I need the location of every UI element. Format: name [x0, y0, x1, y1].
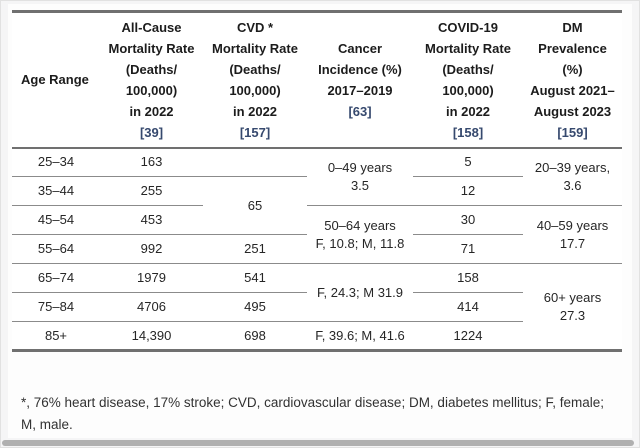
covid-cell: 12: [413, 176, 523, 206]
dm-cell-40-59: 40–59 years 17.7: [523, 205, 622, 264]
covid-cell: 30: [413, 205, 523, 235]
dm-cell-60-plus: 60+ years 27.3: [523, 263, 622, 351]
cvd-cell: 541: [203, 263, 307, 293]
age-range-cell: 35–44: [12, 176, 100, 206]
table-footnote: *, 76% heart disease, 17% stroke; CVD, c…: [21, 395, 605, 432]
mortality-prevalence-table: Age Range All-Cause Mortality Rate (Deat…: [12, 10, 622, 352]
header-row: Age Range All-Cause Mortality Rate (Deat…: [12, 11, 622, 149]
header-all-cause-label: All-Cause Mortality Rate (Deaths/ 100,00…: [108, 19, 195, 119]
all-cause-cell: 992: [100, 234, 203, 264]
cancer-cell-65-84: F, 24.3; M 31.9: [307, 263, 413, 322]
table-row-85-plus: 85+ 14,390 698 F, 39.6; M, 41.6 1224: [12, 321, 622, 351]
age-range-cell: 65–74: [12, 263, 100, 293]
cvd-cell: 698: [203, 321, 307, 351]
covid-cell: 71: [413, 234, 523, 264]
header-dm-prevalence: DM Prevalence (%) August 2021– August 20…: [523, 11, 622, 149]
covid-cell: 5: [413, 147, 523, 177]
all-cause-cell: 14,390: [100, 321, 203, 351]
cvd-cell-35-54: 65: [203, 176, 307, 235]
header-covid-label: COVID-19 Mortality Rate (Deaths/ 100,000…: [425, 19, 511, 119]
header-cvd-mortality: CVD * Mortality Rate (Deaths/ 100,000) i…: [203, 11, 307, 149]
citation-link-63[interactable]: [63]: [348, 103, 372, 119]
table-row-35-44: 35–44 255 65 12: [12, 176, 622, 235]
cancer-cell-50-64: 50–64 years F, 10.8; M, 11.8: [307, 205, 413, 264]
table-row-45-54: 45–54 453 50–64 years F, 10.8; M, 11.8 3…: [12, 205, 622, 264]
cvd-cell: 251: [203, 234, 307, 264]
citation-link-158[interactable]: [158]: [452, 124, 484, 140]
age-range-cell: 75–84: [12, 292, 100, 322]
header-age-range: Age Range: [12, 11, 100, 149]
age-range-cell: 25–34: [12, 147, 100, 177]
age-range-cell: 55–64: [12, 234, 100, 264]
citation-link-159[interactable]: [159]: [557, 124, 588, 140]
cancer-cell: F, 39.6; M, 41.6: [307, 321, 413, 351]
article-table-card: Age Range All-Cause Mortality Rate (Deat…: [8, 4, 632, 438]
citation-link-157[interactable]: [157]: [239, 124, 271, 140]
covid-cell: 158: [413, 263, 523, 293]
header-covid-mortality: COVID-19 Mortality Rate (Deaths/ 100,000…: [413, 11, 523, 149]
covid-cell: 1224: [413, 321, 523, 351]
all-cause-cell: 4706: [100, 292, 203, 322]
header-cancer-label: Cancer Incidence (%) 2017–2019: [318, 40, 402, 98]
header-all-cause-mortality: All-Cause Mortality Rate (Deaths/ 100,00…: [100, 11, 203, 149]
table-row-25-34: 25–34 163 0–49 years 3.5 5 20–39 years, …: [12, 147, 622, 206]
cvd-cell: 495: [203, 292, 307, 322]
all-cause-cell: 163: [100, 147, 203, 177]
covid-cell: 414: [413, 292, 523, 322]
age-range-cell: 45–54: [12, 205, 100, 235]
all-cause-cell: 453: [100, 205, 203, 235]
header-dm-label: DM Prevalence (%) August 2021– August 20…: [530, 19, 615, 119]
table-row-75-84: 75–84 4706 495 414: [12, 292, 622, 322]
cancer-cell-0-49: 0–49 years 3.5: [307, 147, 413, 206]
age-range-cell: 85+: [12, 321, 100, 351]
all-cause-cell: 1979: [100, 263, 203, 293]
table-row-55-64: 55–64 992 251 71: [12, 234, 622, 264]
horizontal-scrollbar[interactable]: [2, 440, 634, 446]
dm-cell-20-39: 20–39 years, 3.6: [523, 147, 622, 206]
cvd-cell-empty: [203, 147, 307, 177]
citation-link-39[interactable]: [39]: [139, 124, 164, 140]
header-cancer-incidence: Cancer Incidence (%) 2017–2019 [63]: [307, 11, 413, 149]
header-cvd-label: CVD * Mortality Rate (Deaths/ 100,000) i…: [212, 19, 298, 119]
header-age-range-label: Age Range: [21, 72, 89, 88]
table-row-65-74: 65–74 1979 541 F, 24.3; M 31.9 158 60+ y…: [12, 263, 622, 351]
all-cause-cell: 255: [100, 176, 203, 206]
